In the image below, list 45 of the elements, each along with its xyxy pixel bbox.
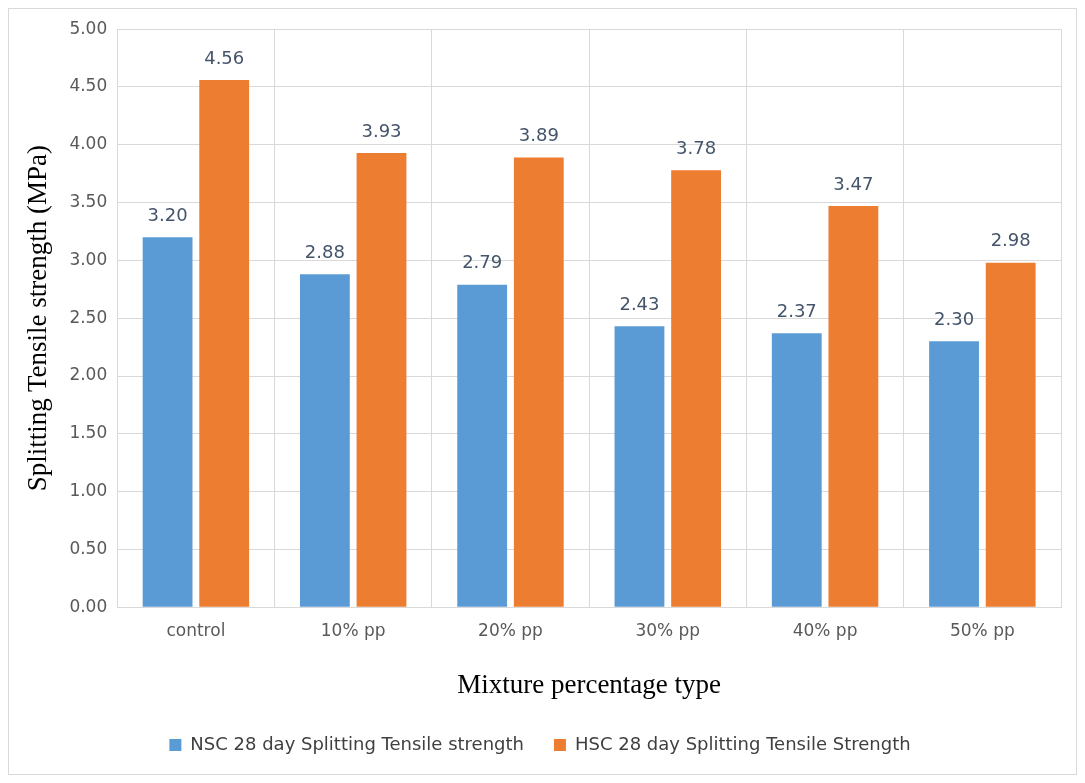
y-tick-label: 3.00	[69, 248, 108, 269]
bar	[356, 152, 407, 607]
y-tick-label: 4.00	[69, 133, 108, 154]
bar	[513, 157, 564, 607]
y-tick-label: 2.00	[69, 364, 108, 385]
bar	[828, 206, 879, 607]
bar	[457, 284, 508, 607]
bar	[299, 274, 350, 607]
data-label: 2.43	[619, 292, 660, 314]
x-tick-label: 10% pp	[320, 619, 386, 640]
y-tick-label: 0.50	[69, 537, 108, 558]
bar	[771, 333, 822, 607]
data-label: 2.37	[776, 299, 817, 321]
y-tick-label: 2.50	[69, 306, 108, 327]
bar	[929, 341, 979, 607]
legend-label: HSC 28 day Splitting Tensile Strength	[574, 732, 911, 754]
x-tick-label: 30% pp	[635, 619, 701, 640]
data-label: 3.78	[676, 136, 717, 158]
x-tick-label: 20% pp	[478, 619, 543, 640]
data-label: 2.79	[462, 251, 503, 273]
bar	[614, 326, 665, 607]
x-axis-title: Mixture percentage type	[457, 668, 722, 699]
y-tick-label: 5.00	[69, 17, 108, 38]
data-label: 3.47	[833, 172, 874, 194]
y-tick-label: 0.00	[69, 595, 108, 616]
bar	[671, 170, 721, 607]
data-label: 3.20	[147, 203, 188, 225]
y-tick-label: 1.00	[69, 480, 108, 501]
data-label: 4.56	[204, 46, 245, 68]
bar	[142, 237, 193, 607]
bar	[199, 80, 250, 607]
y-tick-label: 3.50	[69, 191, 108, 212]
x-tick-label: control	[166, 619, 226, 640]
data-label: 2.88	[304, 240, 345, 262]
data-label: 2.98	[990, 229, 1031, 251]
data-label: 2.30	[934, 307, 975, 329]
data-label: 3.93	[361, 119, 402, 141]
data-label: 3.89	[518, 124, 559, 146]
x-tick-label: 50% pp	[949, 619, 1015, 640]
y-axis-title: Splitting Tensile strength (MPa)	[22, 145, 53, 492]
x-tick-label: 40% pp	[792, 619, 858, 640]
bar	[985, 262, 1036, 607]
y-tick-label: 1.50	[69, 422, 108, 443]
y-tick-label: 4.50	[69, 75, 108, 96]
legend-label: NSC 28 day Splitting Tensile strength	[190, 732, 524, 754]
